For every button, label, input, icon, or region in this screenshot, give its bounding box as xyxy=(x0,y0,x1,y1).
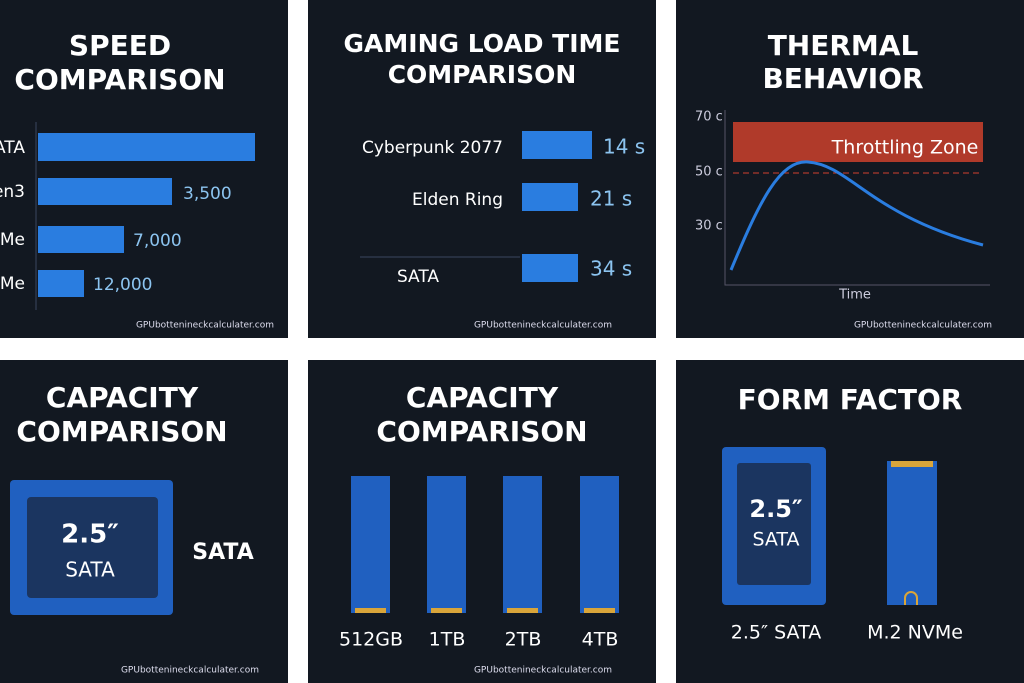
sticks xyxy=(351,476,619,613)
capacity: 1TB xyxy=(429,629,466,651)
drive-text: 2.5″ xyxy=(61,520,119,550)
bar xyxy=(38,133,255,161)
game-label: Cyberpunk 2077 xyxy=(362,138,503,158)
watermark: GPUbottenineckcalculater.com xyxy=(854,321,992,331)
bar-label: ATA xyxy=(0,138,25,158)
title: THERMAL xyxy=(768,29,919,62)
form-label: 2.5″ SATA xyxy=(731,622,821,644)
drive-text: SATA xyxy=(752,529,799,551)
title: CAPACITY xyxy=(406,381,559,414)
bar xyxy=(38,226,124,253)
capacity: 4TB xyxy=(582,629,619,651)
time-label: 14 s xyxy=(603,135,645,159)
watermark: GPUbottenineckcalculater.com xyxy=(121,666,259,676)
capacity: 2TB xyxy=(505,629,542,651)
title: COMPARISON xyxy=(14,63,225,96)
capacity: 512GB xyxy=(339,629,403,651)
title: COMPARISON xyxy=(376,415,587,448)
zone-label: Throttling Zone xyxy=(831,137,979,159)
watermark: GPUbottenineckcalculater.com xyxy=(474,321,612,331)
title: COMPARISON xyxy=(16,415,227,448)
bar xyxy=(38,178,172,205)
bar xyxy=(522,131,592,159)
value-label: 3,500 xyxy=(183,184,232,204)
m2-drive xyxy=(887,461,937,605)
title: BEHAVIOR xyxy=(762,62,923,95)
y-label: 30 c xyxy=(695,219,723,234)
bar-label: VMe xyxy=(0,274,25,294)
x-label: Time xyxy=(838,288,871,303)
form-label: M.2 NVMe xyxy=(867,622,963,644)
time-label: 21 s xyxy=(590,187,632,211)
bar-label: VMe xyxy=(0,230,25,250)
bar-label: en3 xyxy=(0,182,25,202)
time-label: 34 s xyxy=(590,257,632,281)
bar xyxy=(38,270,84,297)
m2-connector xyxy=(891,461,933,467)
title: GAMING LOAD TIME xyxy=(344,29,621,58)
drive-text: 2.5″ xyxy=(749,495,803,523)
m2-notch xyxy=(904,591,918,605)
bar xyxy=(522,183,578,211)
title: COMPARISON xyxy=(388,60,577,89)
watermark: GPUbottenineckcalculater.com xyxy=(474,666,612,676)
throttle-zone xyxy=(733,122,983,162)
drive-label: SATA xyxy=(192,540,254,565)
game-label: SATA xyxy=(397,267,439,287)
temperature-curve xyxy=(729,160,984,271)
bar xyxy=(522,254,578,282)
value-label: 7,000 xyxy=(133,231,182,251)
watermark: GPUbottenineckcalculater.com xyxy=(136,321,274,331)
title: SPEED xyxy=(69,29,171,62)
drive-label-area xyxy=(737,463,811,585)
title: CAPACITY xyxy=(46,381,199,414)
title: FORM FACTOR xyxy=(738,383,963,416)
y-label: 70 c xyxy=(695,110,723,125)
drive-label-area xyxy=(27,497,158,598)
value-label: 12,000 xyxy=(93,275,152,295)
game-label: Elden Ring xyxy=(412,190,503,210)
axes xyxy=(724,110,990,286)
drive-text: SATA xyxy=(65,558,115,582)
y-label: 50 c xyxy=(695,165,723,180)
